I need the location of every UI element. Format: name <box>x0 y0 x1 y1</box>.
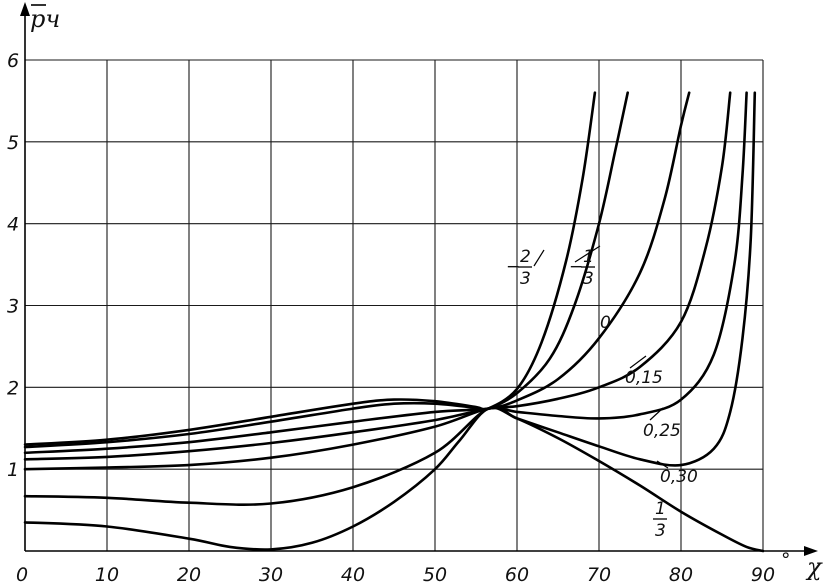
x-tick-80: 80 <box>669 564 693 584</box>
label-minus-two-thirds-numerator: 2 <box>520 247 531 267</box>
leader-minus-two-thirds <box>533 249 545 267</box>
axes <box>20 2 818 556</box>
label-0-15: 0,15 <box>625 368 663 388</box>
x-axis-title: χ <box>805 553 823 581</box>
label-minus-one-third: −13 <box>569 247 595 289</box>
y-axis-title: pч <box>30 5 60 33</box>
y-tick-6: 6 <box>7 50 19 72</box>
x-tick-0: 0 <box>16 564 28 584</box>
label-minus-two-thirds-denominator: 3 <box>520 269 531 289</box>
x-tick-50: 50 <box>423 564 447 584</box>
x-axis-arrow <box>804 546 818 556</box>
leader-0-15 <box>629 355 647 369</box>
y-axis-title-group: pч <box>30 4 60 33</box>
leader-minus-one-third <box>574 245 601 263</box>
y-tick-1: 1 <box>7 459 19 481</box>
x-tick-30: 30 <box>259 564 283 584</box>
curve-0-30 <box>23 91 757 506</box>
x-tick-60: 60 <box>505 564 529 584</box>
y-tick-5: 5 <box>7 132 19 154</box>
label-one-third-denominator: 3 <box>655 521 666 541</box>
x-tick-20: 20 <box>177 564 201 584</box>
label-minus-one-third-numerator: 1 <box>583 247 594 267</box>
x-axis-unit: ° <box>781 549 791 571</box>
x-tick-10: 10 <box>95 564 119 584</box>
curve-0-25 <box>23 91 748 471</box>
y-tick-2: 2 <box>7 377 19 399</box>
label-minus-two-thirds-sign: − <box>506 257 520 277</box>
curves <box>23 91 765 553</box>
label-minus-two-thirds: −23 <box>506 247 532 289</box>
y-axis-arrow <box>20 2 30 16</box>
curve--2-3 <box>23 91 597 446</box>
y-tick-4: 4 <box>7 214 19 236</box>
label-0: 0 <box>600 313 611 333</box>
y-tick-3: 3 <box>7 296 19 318</box>
curve-0-15 <box>23 91 732 461</box>
leader-0-30 <box>656 460 669 469</box>
x-tick-40: 40 <box>341 564 365 584</box>
grid <box>25 59 764 551</box>
label-0-25: 0,25 <box>643 421 681 441</box>
x-tick-70: 70 <box>587 564 611 584</box>
label-0-30: 0,30 <box>660 467 698 487</box>
label-minus-one-third-sign: − <box>569 257 583 277</box>
leader-0-25 <box>649 407 664 421</box>
x-tick-90: 90 <box>751 564 775 584</box>
label-minus-one-third-denominator: 3 <box>583 269 594 289</box>
curve--1-3 <box>23 91 629 449</box>
label-one-third-numerator: 1 <box>655 499 666 519</box>
label-one-third: 13 <box>653 499 667 541</box>
curve-1-3 <box>23 406 765 553</box>
